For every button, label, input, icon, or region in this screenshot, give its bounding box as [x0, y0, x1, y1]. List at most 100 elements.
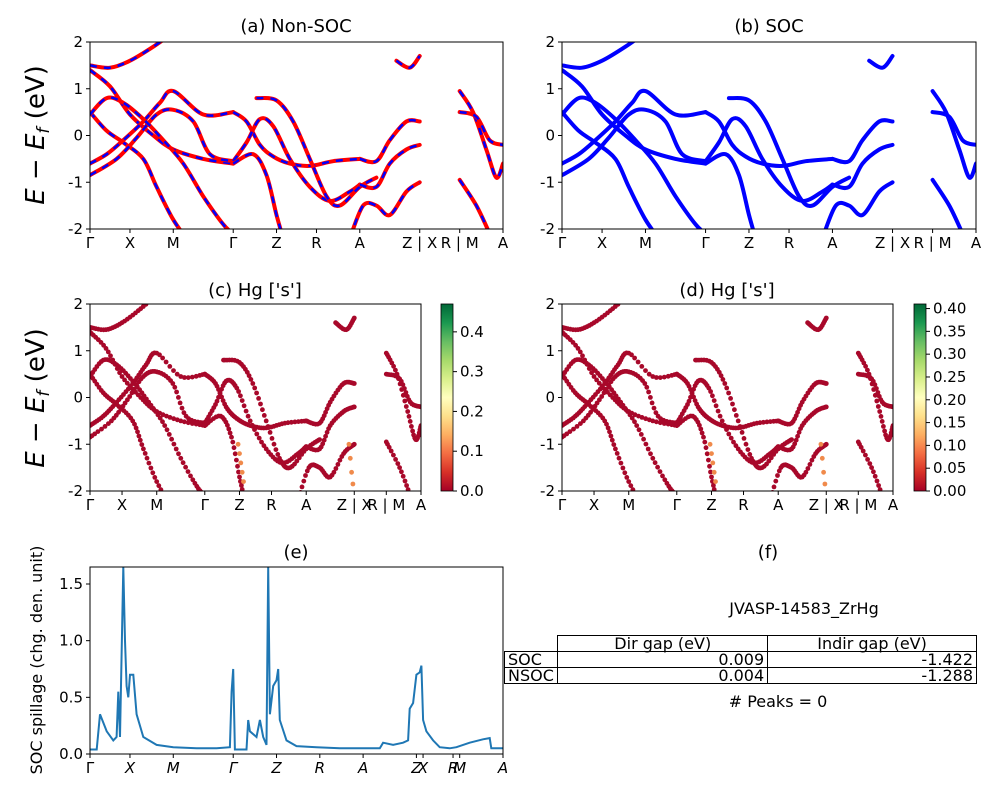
- y-tick-label: 1: [545, 342, 555, 360]
- band-point-highlight: [822, 481, 828, 487]
- band-soc: [930, 110, 976, 147]
- band-point: [878, 414, 884, 419]
- band-point: [230, 439, 236, 445]
- panel-e: (e) SOC spillage (chg. den. unit) 0.0 0.5…: [27, 542, 508, 777]
- band-point: [216, 394, 221, 400]
- band-nonsoc: [231, 152, 283, 229]
- x-tick-label: M: [167, 759, 180, 777]
- band-point: [643, 416, 649, 422]
- band-point: [698, 426, 704, 432]
- band-soc-dashed: [359, 143, 421, 190]
- band-point: [650, 418, 656, 424]
- band-point: [261, 413, 267, 418]
- band-point: [622, 470, 628, 476]
- band-point: [171, 416, 177, 422]
- colorbar-tick-label: 0.4: [460, 323, 484, 341]
- band-point: [646, 389, 651, 395]
- band-soc-dashed: [232, 152, 282, 229]
- band-point: [644, 384, 650, 390]
- band-point: [402, 398, 408, 404]
- band-point: [188, 473, 193, 479]
- panel-e-frame: [89, 566, 504, 755]
- band-point: [872, 473, 878, 479]
- band-point: [393, 457, 398, 462]
- y-tick-label: -2: [68, 220, 83, 238]
- band-point: [654, 375, 659, 380]
- panel-a: (a) Non-SOC E − Ef (eV) -2 -1 0 1 2 Γ X M Γ Z R A Z …: [21, 16, 509, 252]
- band-soc-dashed: [90, 42, 163, 70]
- panel-b-title: (b) SOC: [734, 16, 803, 37]
- band-point: [643, 441, 649, 447]
- band-point: [649, 400, 655, 406]
- band-point-highlight: [241, 479, 246, 484]
- band-point: [662, 477, 668, 483]
- colorbar-tick-label: 0.20: [933, 391, 966, 409]
- band-point: [185, 469, 191, 474]
- band-point: [167, 364, 173, 369]
- x-tick-label: A: [416, 496, 427, 514]
- band-point: [260, 407, 265, 413]
- band-point: [711, 398, 717, 403]
- panel-d: (d) Hg ['s'] -2 -1 0 1 2 Γ X M Γ Z R A Z | XR | M A 0…: [540, 280, 966, 514]
- band-point: [171, 441, 177, 447]
- band-point: [661, 374, 667, 380]
- band-point: [863, 363, 868, 369]
- band-point: [890, 423, 893, 428]
- band-point: [162, 423, 168, 428]
- band-point: [621, 297, 626, 302]
- band-point: [643, 368, 648, 373]
- band-point: [248, 377, 254, 382]
- band-point: [626, 292, 631, 297]
- y-tick-label: -2: [540, 220, 555, 238]
- band-point: [874, 386, 879, 391]
- panel-a-frame: [89, 41, 504, 230]
- band-point: [337, 457, 343, 463]
- band-point: [171, 368, 176, 373]
- band-point: [637, 498, 642, 503]
- band-point: [823, 315, 829, 321]
- x-tick-label: X: [124, 759, 136, 777]
- band-point: [174, 371, 180, 377]
- band-point: [805, 466, 811, 471]
- band-point: [632, 355, 637, 361]
- band-nonsoc: [357, 118, 422, 165]
- band-point: [156, 483, 162, 489]
- band-point: [614, 451, 620, 456]
- band-point: [625, 294, 630, 299]
- x-tick-label: M: [622, 496, 635, 514]
- y-tick-label: 0: [545, 127, 555, 145]
- band-point: [697, 422, 702, 428]
- band-point: [605, 425, 611, 431]
- band-point: [657, 375, 663, 380]
- panel-b-frame: [561, 41, 977, 230]
- colorbar-tick-label: 0.10: [933, 436, 966, 454]
- band-point: [724, 385, 730, 391]
- band-point: [418, 404, 421, 410]
- band-point: [158, 487, 164, 491]
- x-tick-label: Γ: [673, 496, 682, 514]
- row-label: SOC: [503, 651, 559, 668]
- band-point: [708, 469, 713, 475]
- band-point: [876, 483, 881, 488]
- band-point: [733, 413, 739, 418]
- band-nonsoc: [90, 68, 236, 166]
- band-point: [265, 424, 271, 429]
- band-soc-dashed: [90, 89, 234, 165]
- band-point: [715, 408, 721, 414]
- panel-a-ylabel: E − Ef (eV): [21, 65, 54, 205]
- band-point: [768, 498, 773, 503]
- band-point: [397, 465, 402, 470]
- band-point: [577, 349, 583, 355]
- band-point: [418, 423, 421, 428]
- band-point: [351, 315, 357, 321]
- colorbar-tick-label: 0.15: [933, 414, 966, 432]
- panel-c-frame: [89, 303, 422, 492]
- band-soc: [562, 95, 703, 229]
- band-point: [239, 398, 245, 403]
- x-tick-label: Γ: [701, 234, 710, 252]
- panel-c-ticks: -2 -1 0 1 2 Γ X M Γ Z R A Z | XR | M A: [68, 295, 427, 514]
- band-point: [124, 380, 130, 386]
- band-soc: [562, 68, 708, 166]
- band-point: [699, 430, 705, 436]
- colorbar-tick-label: 0.00: [933, 482, 966, 500]
